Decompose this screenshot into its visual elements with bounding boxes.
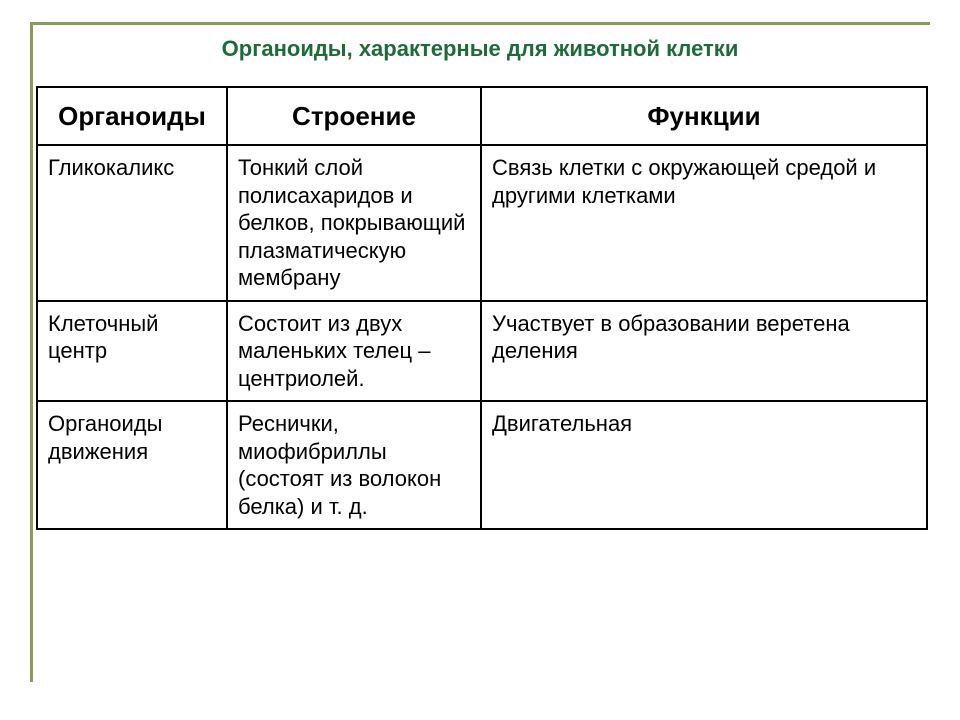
cell-organelle: Клеточный центр [37, 301, 227, 402]
cell-structure: Тонкий слой полисахаридов и белков, покр… [227, 145, 481, 301]
slide: Органоиды, характерные для животной клет… [0, 0, 960, 720]
cell-structure: Состоит из двух маленьких телец – центри… [227, 301, 481, 402]
table-header-row: Органоиды Строение Функции [37, 87, 927, 145]
header-structure: Строение [227, 87, 481, 145]
table-row: Органоиды движения Реснички, миофибриллы… [37, 401, 927, 529]
cell-function: Участвует в образовании веретена деления [481, 301, 927, 402]
header-function: Функции [481, 87, 927, 145]
cell-function: Связь клетки с окружающей средой и други… [481, 145, 927, 301]
header-organelle: Органоиды [37, 87, 227, 145]
slide-title: Органоиды, характерные для животной клет… [0, 36, 960, 62]
cell-organelle: Органоиды движения [37, 401, 227, 529]
cell-function: Двигательная [481, 401, 927, 529]
cell-structure: Реснички, миофибриллы (состоят из волоко… [227, 401, 481, 529]
table-row: Гликокаликс Тонкий слой полисахаридов и … [37, 145, 927, 301]
accent-line-horizontal [30, 22, 930, 25]
organelle-table: Органоиды Строение Функции Гликокаликс Т… [36, 86, 928, 530]
accent-line-vertical [30, 22, 33, 682]
table-row: Клеточный центр Состоит из двух маленьки… [37, 301, 927, 402]
organelle-table-wrap: Органоиды Строение Функции Гликокаликс Т… [36, 86, 926, 530]
cell-organelle: Гликокаликс [37, 145, 227, 301]
